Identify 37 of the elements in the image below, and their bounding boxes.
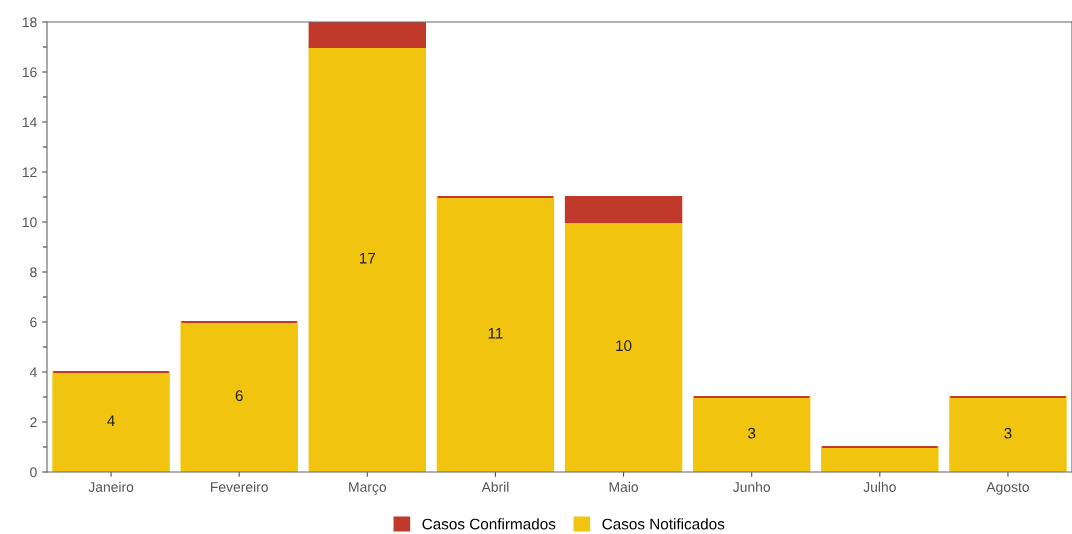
y-tick-label: 14 <box>22 117 37 128</box>
data-label: 4 <box>107 415 115 426</box>
y-tick-label: 2 <box>30 417 37 428</box>
y-tick-label: 8 <box>30 267 37 278</box>
x-tick-label: Janeiro <box>88 481 134 492</box>
bar <box>821 445 939 472</box>
y-tick-label: 4 <box>29 367 37 378</box>
x-tick-label: Maio <box>609 481 639 492</box>
x-tick-label: Fevereiro <box>211 481 268 492</box>
y-tick-label: 18 <box>22 17 37 28</box>
legend-label: Casos Confirmados <box>422 518 556 530</box>
bar <box>436 195 555 472</box>
bar <box>564 195 683 224</box>
x-tick-label: Abril <box>481 481 509 492</box>
data-label: 3 <box>748 427 756 439</box>
x-tick-label: Junho <box>732 481 771 492</box>
y-tick-label: 6 <box>30 317 37 328</box>
y-tick-label: 10 <box>22 217 37 228</box>
bar <box>180 320 298 472</box>
bar <box>52 370 170 472</box>
y-tick-label: 16 <box>22 67 37 78</box>
y-tick-label: 0 <box>30 467 37 478</box>
bar <box>949 395 1067 472</box>
bar <box>692 395 811 472</box>
bar <box>564 220 683 472</box>
data-label: 17 <box>359 252 376 264</box>
bar <box>308 22 427 49</box>
data-label: 6 <box>235 390 243 402</box>
bar <box>308 45 427 472</box>
x-tick-label: Março <box>349 482 387 495</box>
y-tick-label: 12 <box>22 167 37 178</box>
data-label: 11 <box>488 327 503 339</box>
data-label: 3 <box>1004 427 1012 439</box>
x-tick-label: Julho <box>863 481 896 492</box>
x-tick-label: Agosto <box>986 482 1029 495</box>
legend-label: Casos Notificados <box>602 518 725 530</box>
data-label: 10 <box>616 340 632 352</box>
